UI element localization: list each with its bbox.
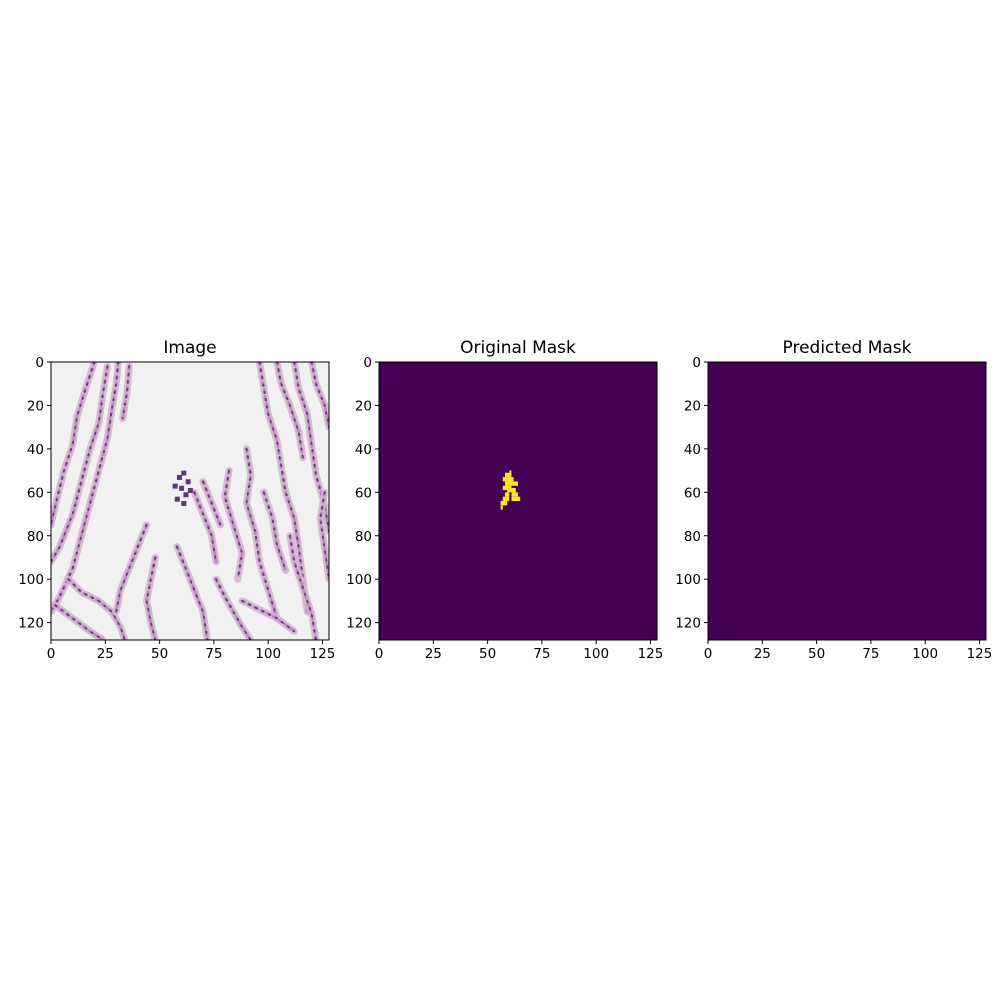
tissue-nuclei bbox=[51, 362, 120, 613]
tissue-nuclei bbox=[241, 599, 296, 633]
x-tick-label: 125 bbox=[967, 646, 993, 662]
nucleus-cluster bbox=[187, 487, 193, 493]
x-tick-label: 125 bbox=[638, 646, 664, 662]
y-tick-label: 80 bbox=[27, 529, 44, 545]
y-tick-label: 80 bbox=[684, 529, 701, 545]
mask-foreground-pixel bbox=[504, 481, 518, 486]
tissue-nuclei bbox=[67, 578, 126, 640]
tissue-nuclei bbox=[51, 365, 109, 563]
tissue-nuclei bbox=[262, 491, 287, 572]
nucleus-cluster bbox=[172, 483, 178, 489]
x-tick-label: 0 bbox=[375, 646, 384, 662]
nucleus-cluster bbox=[181, 470, 187, 476]
nucleus-cluster bbox=[179, 485, 185, 491]
x-tick-label: 0 bbox=[704, 646, 713, 662]
y-tick-label: 100 bbox=[346, 572, 372, 588]
x-tick-label: 100 bbox=[583, 646, 609, 662]
x-tick-label: 75 bbox=[205, 646, 222, 662]
mask-foreground-pixel bbox=[502, 477, 514, 482]
y-tick-label: 120 bbox=[346, 616, 372, 632]
tissue-nuclei bbox=[121, 365, 131, 420]
axis-ticks-predicted-mask: 0 25 50 75 100 125 0 20 40 60 80 100 120 bbox=[675, 355, 992, 662]
x-tick-label: 25 bbox=[97, 646, 114, 662]
x-tick-label: 75 bbox=[862, 646, 879, 662]
mask-foreground-pixel bbox=[502, 496, 510, 501]
axes-frame-image bbox=[50, 361, 330, 641]
y-tick-label: 80 bbox=[355, 529, 372, 545]
axes-frame-predicted-mask bbox=[707, 361, 987, 641]
y-tick-label: 60 bbox=[27, 485, 44, 501]
x-tick-label: 0 bbox=[47, 646, 56, 662]
panel-title-image: Image bbox=[163, 338, 216, 358]
y-tick-label: 120 bbox=[675, 616, 701, 632]
predicted-mask-heatmap bbox=[708, 362, 986, 640]
mask-foreground-pixel bbox=[515, 498, 521, 501]
y-tick-label: 0 bbox=[363, 355, 372, 371]
panel-predicted-mask: Predicted Mask 0 25 50 75 100 125 0 20 40 60 80 100… bbox=[675, 338, 992, 662]
tissue-nuclei bbox=[193, 491, 218, 563]
mask-foreground-pixel bbox=[507, 487, 516, 493]
tissue-strand-texture bbox=[51, 362, 96, 527]
original-mask-heatmap bbox=[379, 362, 657, 640]
tissue-nuclei bbox=[275, 362, 304, 459]
tissue-strand-texture bbox=[53, 603, 105, 640]
x-tick-label: 75 bbox=[533, 646, 550, 662]
x-tick-label: 125 bbox=[310, 646, 336, 662]
panel-image: Image 0 25 50 75 100 125 0 20 40 60 80 100 120 bbox=[18, 338, 335, 662]
tissue-strand-texture bbox=[310, 362, 329, 429]
y-tick-label: 20 bbox=[684, 398, 701, 414]
x-tick-label: 25 bbox=[425, 646, 442, 662]
panel-title-predicted-mask: Predicted Mask bbox=[783, 338, 912, 358]
tissue-strand-texture bbox=[223, 469, 244, 581]
y-tick-label: 100 bbox=[18, 572, 44, 588]
axes-frame-original-mask bbox=[378, 361, 658, 641]
mask-foreground-pixel bbox=[504, 492, 510, 497]
nucleus-cluster bbox=[174, 496, 180, 502]
histology-image bbox=[51, 362, 329, 640]
x-tick-label: 100 bbox=[912, 646, 938, 662]
x-tick-label: 100 bbox=[255, 646, 281, 662]
mask-foreground-pixel bbox=[509, 470, 512, 473]
tissue-nuclei bbox=[245, 447, 278, 620]
mask-foreground-pixel bbox=[504, 472, 512, 478]
mask-foreground-pixel bbox=[500, 501, 508, 506]
mask-foreground-pixel bbox=[511, 492, 518, 497]
y-tick-label: 60 bbox=[355, 485, 372, 501]
nucleus-cluster bbox=[183, 492, 189, 498]
mask-background bbox=[708, 362, 986, 640]
x-tick-label: 50 bbox=[808, 646, 825, 662]
y-tick-label: 20 bbox=[27, 398, 44, 414]
tissue-nuclei bbox=[176, 545, 209, 640]
tissue-strand-texture bbox=[262, 490, 288, 572]
x-tick-label: 25 bbox=[754, 646, 771, 662]
panel-original-mask: Original Mask 0 25 50 75 100 125 0 20 40 60 80 100 1… bbox=[346, 338, 663, 662]
y-tick-label: 0 bbox=[692, 355, 701, 371]
y-tick-label: 40 bbox=[355, 442, 372, 458]
tissue-nuclei bbox=[258, 362, 309, 613]
y-tick-label: 60 bbox=[684, 485, 701, 501]
x-tick-label: 50 bbox=[479, 646, 496, 662]
y-tick-label: 120 bbox=[18, 616, 44, 632]
axis-ticks-image: 0 25 50 75 100 125 0 20 40 60 80 100 120 bbox=[18, 355, 335, 662]
tissue-nuclei bbox=[202, 480, 222, 526]
y-tick-label: 40 bbox=[684, 442, 701, 458]
tissue-strand-texture bbox=[318, 490, 329, 581]
y-tick-label: 100 bbox=[675, 572, 701, 588]
nucleus-cluster bbox=[185, 479, 191, 485]
mask-foreground-pixel bbox=[500, 505, 503, 510]
tissue-nuclei bbox=[215, 578, 252, 640]
tissue-nuclei bbox=[115, 523, 148, 613]
y-tick-label: 20 bbox=[355, 398, 372, 414]
tissue-nuclei bbox=[293, 362, 329, 533]
tissue-nuclei bbox=[288, 534, 317, 640]
y-tick-label: 40 bbox=[27, 442, 44, 458]
panel-title-original-mask: Original Mask bbox=[460, 338, 576, 358]
nucleus-cluster bbox=[181, 501, 187, 506]
tissue-nuclei bbox=[145, 556, 157, 640]
y-tick-label: 0 bbox=[35, 355, 44, 371]
axis-ticks-original-mask: 0 25 50 75 100 125 0 20 40 60 80 100 120 bbox=[346, 355, 663, 662]
nucleus-cluster bbox=[176, 474, 182, 480]
x-tick-label: 50 bbox=[151, 646, 168, 662]
